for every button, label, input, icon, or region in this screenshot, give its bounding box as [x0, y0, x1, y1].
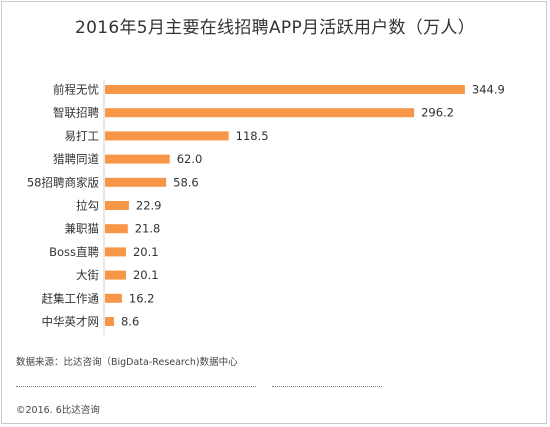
bar	[105, 224, 128, 234]
category-label: 易打工	[65, 129, 100, 143]
bar	[105, 131, 229, 141]
bar	[105, 247, 126, 257]
bar-chart: 前程无忧 344.9 智联招聘 296.2 易打工 118.5 猎聘同道 62.0 58招聘商家…	[27, 80, 505, 335]
value-label: 344.9	[472, 83, 505, 97]
dotted-divider	[16, 386, 256, 387]
bar	[105, 177, 167, 187]
category-label: 兼职猫	[65, 222, 100, 236]
source-note: 数据来源：比达咨询（BigData-Research)数据中心	[16, 357, 238, 368]
bar	[105, 293, 122, 303]
bar	[105, 85, 465, 94]
value-label: 8.6	[121, 315, 139, 329]
category-label: Boss直聘	[49, 245, 99, 259]
chart-title: 2016年5月主要在线招聘APP月活跃用户数（万人）	[74, 18, 475, 38]
copyright-note: ©2016. 6比达咨询	[16, 405, 100, 416]
value-label: 296.2	[421, 106, 454, 120]
category-label: 拉勾	[76, 199, 99, 213]
category-label: 智联招聘	[53, 106, 99, 120]
bar	[105, 317, 114, 326]
category-label: 赶集工作通	[42, 291, 100, 305]
category-label: 中华英才网	[42, 315, 100, 329]
category-label: 前程无忧	[53, 83, 99, 97]
value-label: 16.2	[129, 291, 155, 305]
dotted-divider	[272, 386, 382, 387]
value-label: 20.1	[133, 245, 159, 259]
bar	[105, 108, 415, 118]
category-label: 58招聘商家版	[27, 175, 100, 189]
value-label: 22.9	[136, 199, 162, 213]
category-label: 大街	[76, 268, 99, 282]
value-label: 21.8	[135, 222, 161, 236]
value-label: 20.1	[133, 268, 159, 282]
bar	[105, 270, 126, 280]
bar	[105, 154, 170, 164]
category-label: 猎聘同道	[53, 152, 99, 166]
value-label: 118.5	[236, 129, 269, 143]
bar	[105, 201, 129, 210]
value-label: 58.6	[173, 175, 199, 189]
value-label: 62.0	[177, 152, 203, 166]
